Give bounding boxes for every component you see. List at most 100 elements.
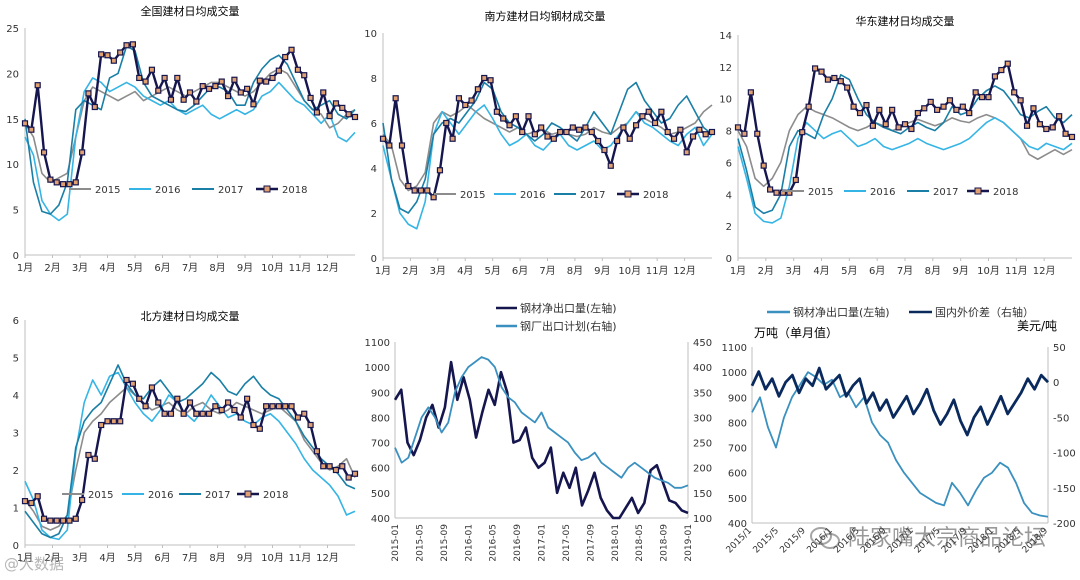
x-tick-label: 5月 bbox=[841, 265, 857, 277]
x-tick-label: 8月 bbox=[209, 262, 225, 274]
data-point-2018 bbox=[231, 406, 238, 414]
data-point-2018 bbox=[436, 167, 444, 174]
data-point-2018 bbox=[110, 418, 117, 425]
y-tick-label: 25 bbox=[6, 24, 19, 35]
data-point-2018 bbox=[538, 124, 545, 131]
data-point-2018 bbox=[405, 182, 412, 190]
data-point-2018 bbox=[876, 106, 883, 113]
x-tick-label: 9月 bbox=[237, 552, 253, 564]
data-point-2018 bbox=[237, 414, 244, 421]
data-point-2018 bbox=[901, 121, 909, 128]
data-point-2018 bbox=[332, 466, 340, 474]
data-point-2018 bbox=[664, 128, 671, 136]
data-point-2018 bbox=[696, 126, 703, 133]
legend-label: 钢厂出口计划(右轴) bbox=[520, 319, 617, 333]
y-tick-label: 5 bbox=[13, 354, 19, 365]
series-line-2016 bbox=[24, 77, 356, 222]
watermark-text: 陆家嘴大宗商品论坛 bbox=[847, 526, 1046, 551]
data-point-2018 bbox=[351, 470, 359, 477]
data-point-2018 bbox=[263, 403, 270, 410]
legend-label: 2018 bbox=[993, 187, 1018, 198]
data-point-2018 bbox=[307, 94, 314, 102]
data-point-2018 bbox=[940, 103, 947, 110]
data-point-2018 bbox=[613, 137, 621, 145]
legend-label: 2016 bbox=[870, 187, 895, 198]
y-tick-label: 10 bbox=[364, 29, 377, 40]
data-point-2018 bbox=[307, 421, 314, 429]
data-point-2018 bbox=[85, 90, 92, 97]
chart-panel-price-spread: 万吨（单月值） 美元/吨 40050060070080090010001100-… bbox=[722, 305, 1076, 556]
x-tick-label: 2018-05 bbox=[635, 524, 645, 562]
data-point-2018 bbox=[493, 108, 500, 115]
x-tick-label: 10月 bbox=[261, 552, 284, 564]
data-point-2018 bbox=[53, 179, 60, 186]
data-point-2018 bbox=[430, 194, 437, 201]
data-point-2018 bbox=[224, 399, 232, 406]
x-tick-label: 8月 bbox=[209, 552, 225, 564]
data-point-2018 bbox=[443, 119, 450, 127]
x-tick-label: 7月 bbox=[182, 552, 198, 564]
y2-tick-label: 150 bbox=[693, 489, 712, 500]
right-axis-title: 美元/吨 bbox=[1017, 319, 1057, 333]
data-point-2018 bbox=[351, 113, 359, 121]
data-point-2018 bbox=[186, 89, 194, 96]
data-point-2018 bbox=[702, 131, 709, 138]
series-line-2017 bbox=[737, 74, 1073, 215]
data-point-2018 bbox=[167, 410, 175, 417]
x-tick-label: 7月 bbox=[539, 265, 555, 277]
data-point-2018 bbox=[576, 126, 583, 133]
x-tick-label: 11月 bbox=[646, 265, 669, 277]
x-tick-label: 7月 bbox=[897, 265, 913, 277]
x-tick-label: 12月 bbox=[673, 265, 696, 277]
legend-label: 2015 bbox=[460, 190, 485, 201]
y-tick-label: 4 bbox=[726, 190, 732, 201]
data-point-2018 bbox=[85, 451, 92, 459]
data-point-2018 bbox=[799, 129, 806, 136]
x-tick-label: 9月 bbox=[237, 262, 253, 274]
x-tick-label: 9月 bbox=[952, 265, 968, 277]
y-tick-label: 4 bbox=[371, 164, 377, 175]
data-point-2018 bbox=[301, 72, 308, 79]
y2-tick-label: 200 bbox=[693, 464, 712, 475]
data-point-2018 bbox=[908, 125, 915, 133]
y2-tick-label: 50 bbox=[1053, 343, 1066, 354]
x-tick-label: 9月 bbox=[594, 265, 610, 277]
y2-tick-label: 100 bbox=[693, 514, 712, 525]
x-tick-label: 2015-09 bbox=[440, 524, 450, 562]
data-point-2018 bbox=[326, 463, 333, 470]
data-point-2018 bbox=[339, 104, 346, 112]
data-point-2018 bbox=[481, 74, 488, 82]
y-tick-label: 0 bbox=[13, 251, 19, 262]
data-point-2018 bbox=[193, 410, 200, 417]
x-tick-label: 2015-05 bbox=[415, 524, 425, 562]
series-line bbox=[751, 371, 1049, 518]
watermark-right: 陆家嘴大宗商品论坛 bbox=[808, 520, 1046, 552]
data-point-2018 bbox=[468, 97, 475, 104]
data-point-2018 bbox=[148, 384, 156, 391]
y-tick-label: 6 bbox=[13, 316, 19, 327]
x-tick-label: 3月 bbox=[72, 552, 88, 564]
data-point-2018 bbox=[244, 395, 251, 402]
series-line bbox=[394, 356, 689, 489]
data-point-2018 bbox=[21, 498, 29, 505]
x-tick-label: 2015/5 bbox=[752, 526, 781, 555]
x-tick-label: 10月 bbox=[261, 262, 284, 274]
legend-label: 2015 bbox=[95, 185, 120, 196]
y-tick-label: 500 bbox=[371, 489, 390, 500]
data-point-2018 bbox=[142, 403, 149, 410]
data-point-2018 bbox=[978, 94, 986, 101]
watermark-left: @大数据 bbox=[4, 555, 65, 573]
y2-tick-label: 350 bbox=[693, 388, 712, 399]
data-point-2018 bbox=[914, 109, 921, 117]
y-tick-label: 10 bbox=[6, 160, 19, 171]
x-tick-label: 3月 bbox=[430, 265, 446, 277]
data-point-2018 bbox=[199, 83, 206, 90]
x-tick-label: 6月 bbox=[512, 265, 528, 277]
data-point-2018 bbox=[320, 89, 327, 96]
x-tick-label: 4月 bbox=[457, 265, 473, 277]
data-point-2018 bbox=[639, 113, 646, 120]
data-point-2018 bbox=[792, 176, 799, 184]
y-tick-label: 6 bbox=[726, 158, 732, 169]
data-point-2018 bbox=[288, 403, 295, 410]
data-point-2018 bbox=[869, 122, 876, 129]
